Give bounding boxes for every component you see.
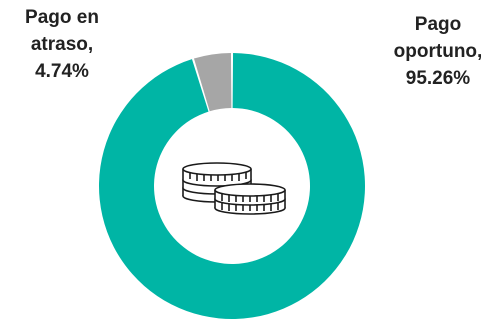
- slice-label-late-line1: Pago en: [25, 7, 99, 28]
- coins-stack-icon: [182, 162, 286, 215]
- slice-late: [193, 53, 232, 112]
- slice-ontime: [99, 53, 366, 319]
- slice-label-ontime-line1: Pago: [414, 14, 462, 35]
- slice-label-late: Pago en atraso, 4.74%: [0, 4, 124, 85]
- slice-label-late-line2: atraso,: [30, 34, 94, 55]
- slice-label-ontime-line2: oportuno,: [393, 41, 483, 62]
- slice-value-ontime: 95.26%: [405, 68, 471, 89]
- slice-value-late: 4.74%: [35, 61, 89, 82]
- slice-label-ontime: Pago oportuno, 95.26%: [380, 11, 496, 92]
- donut-slices: [99, 53, 366, 319]
